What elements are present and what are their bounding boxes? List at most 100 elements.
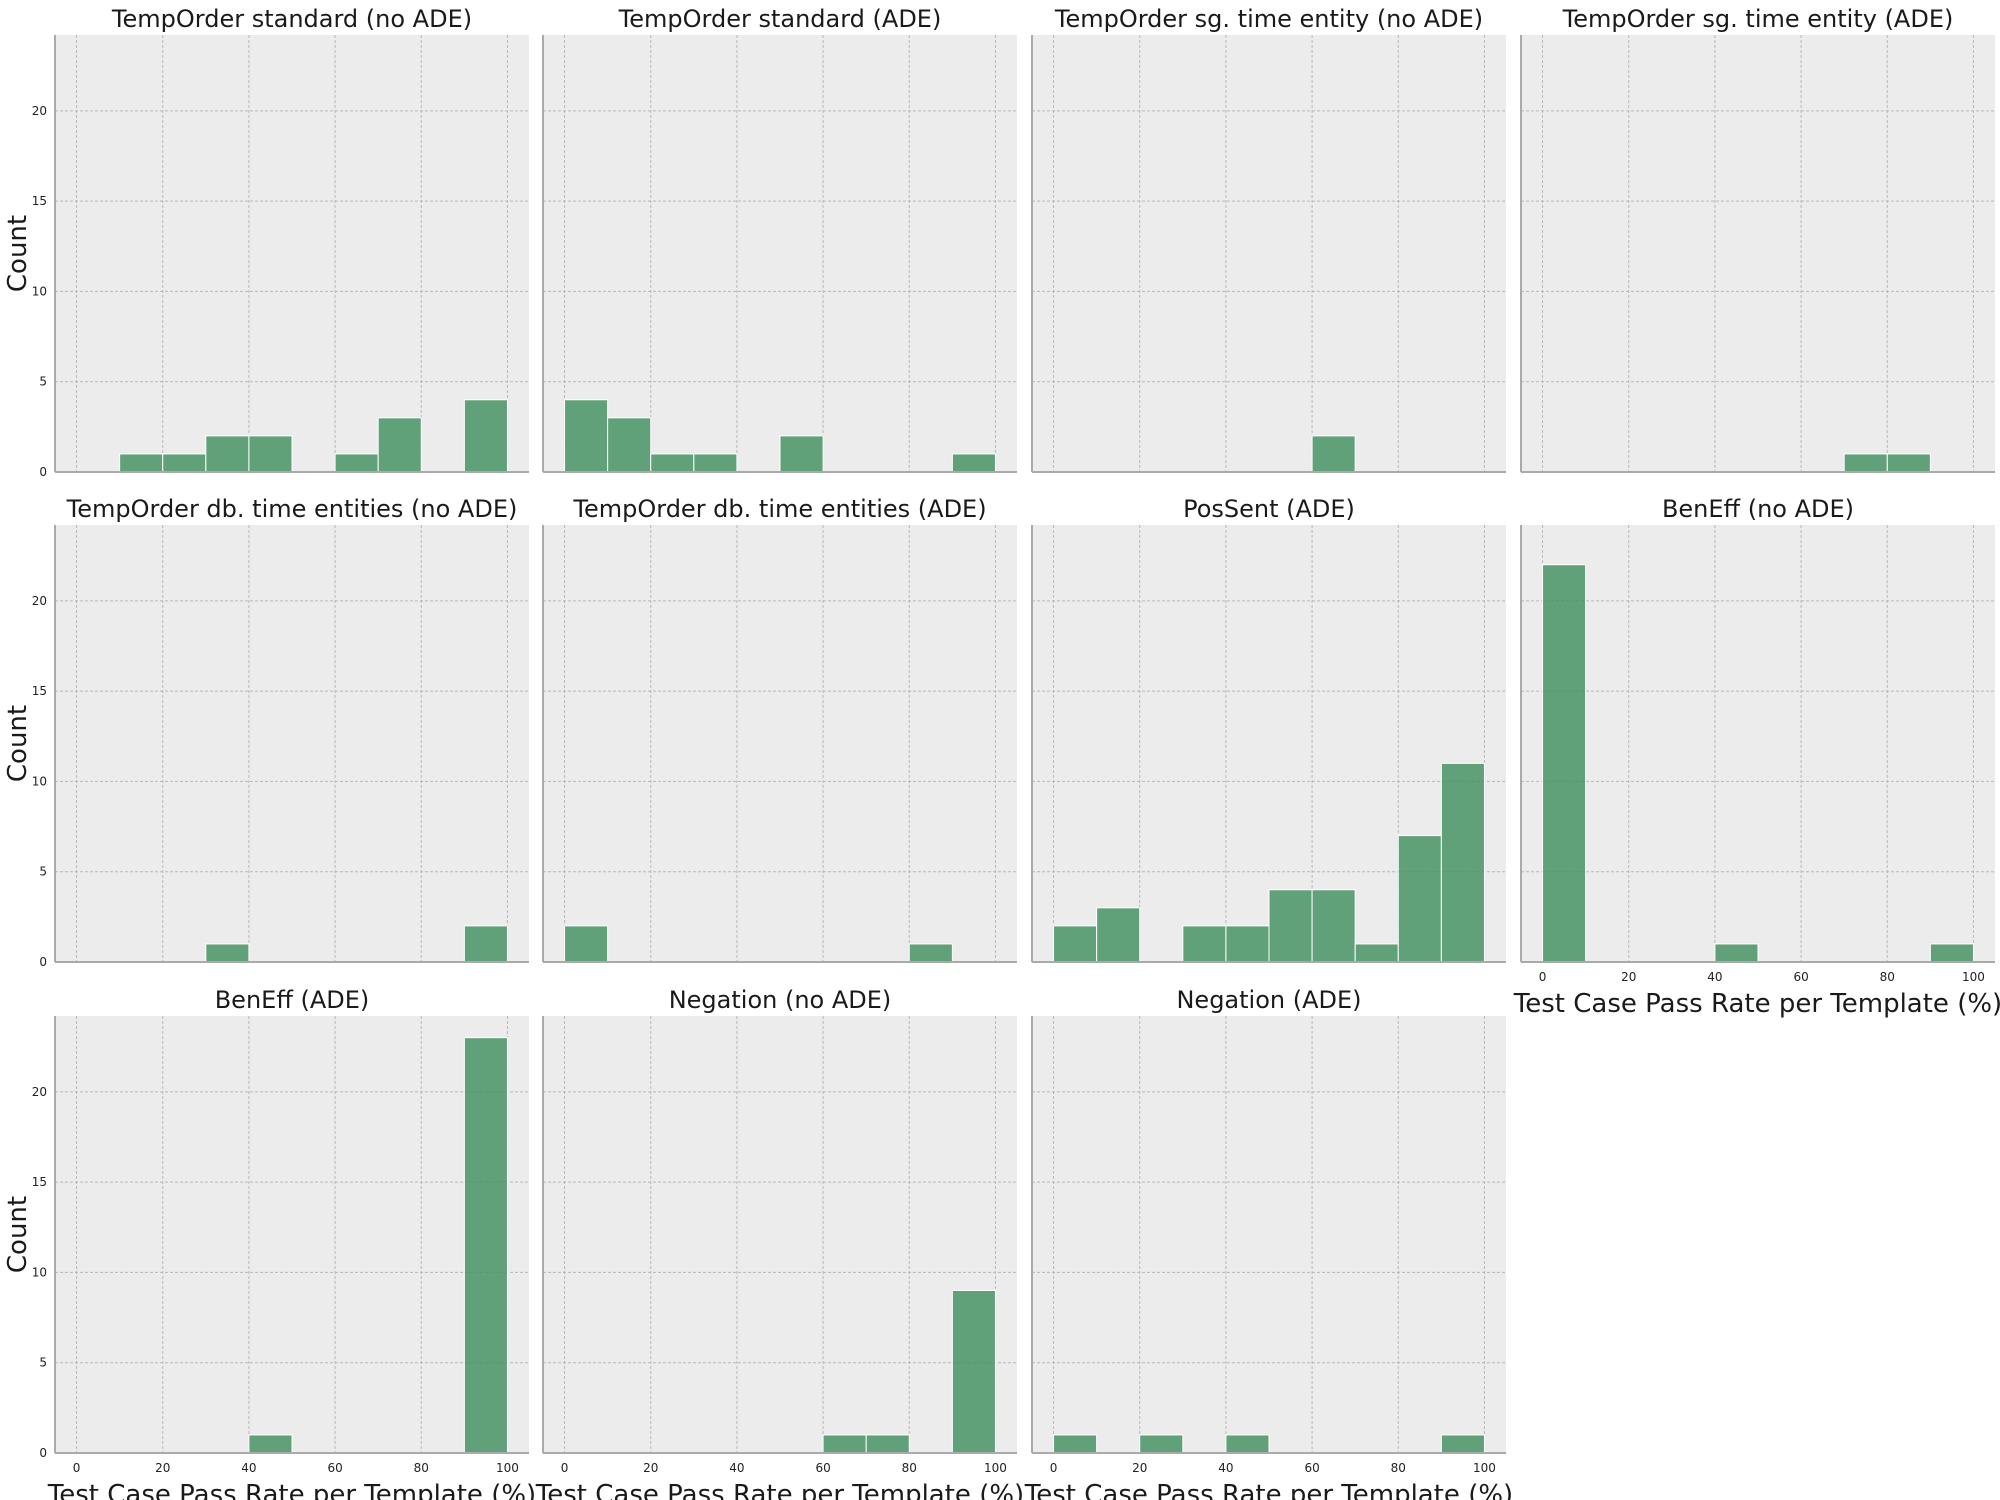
histogram-bar — [205, 435, 250, 473]
histogram-bar — [119, 453, 164, 473]
histogram-bar — [650, 453, 695, 473]
histogram-bar — [1929, 943, 1974, 963]
x-axis-title: Test Case Pass Rate per Template (%) — [47, 1480, 536, 1500]
x-tick-label: 40 — [729, 1461, 744, 1475]
histogram-bar — [1311, 435, 1356, 473]
x-tick-label: 60 — [327, 1461, 342, 1475]
histogram-bar — [248, 435, 293, 473]
y-tick-label: 10 — [32, 774, 47, 788]
histogram-panel: TempOrder standard (no ADE) 0 5 10 15 20 Count — [3, 5, 529, 479]
x-tick-label: 60 — [815, 1461, 830, 1475]
histogram-bar — [564, 925, 609, 963]
y-tick-label: 15 — [32, 684, 47, 698]
plot-area-background — [543, 525, 1017, 962]
histogram-panel: Negation (no ADE) 0 20 40 60 80 100 Test Case P… — [535, 986, 1024, 1500]
histogram-bar — [1053, 925, 1098, 963]
x-tick-label: 80 — [1391, 1461, 1406, 1475]
histogram-bar — [377, 417, 422, 473]
y-tick-label: 0 — [39, 465, 47, 479]
x-axis-title: Test Case Pass Rate per Template (%) — [535, 1480, 1024, 1500]
histogram-bar — [1096, 907, 1141, 963]
histogram-bar — [607, 417, 652, 473]
x-tick-label: 20 — [1132, 1461, 1147, 1475]
histogram-bar — [1053, 1434, 1098, 1454]
histogram-bar — [463, 1037, 508, 1454]
y-tick-label: 5 — [39, 865, 47, 879]
histogram-bar — [334, 453, 379, 473]
y-axis-title: Count — [3, 215, 33, 292]
panel-title: Negation (ADE) — [1176, 986, 1361, 1014]
x-axis-title: Test Case Pass Rate per Template (%) — [1024, 1480, 1513, 1500]
histogram-bar — [1225, 1434, 1270, 1454]
y-axis-title: Count — [3, 1196, 33, 1273]
histogram-bar — [951, 453, 996, 473]
histogram-panel: TempOrder sg. time entity (no ADE) — [1031, 5, 1506, 473]
panel-title: BenEff (ADE) — [215, 986, 370, 1014]
y-tick-label: 10 — [32, 284, 47, 298]
histogram-panel: TempOrder standard (ADE) — [542, 5, 1017, 473]
x-tick-label: 60 — [1793, 970, 1808, 984]
panel-title: TempOrder db. time entities (ADE) — [572, 495, 986, 523]
histogram-panel: TempOrder db. time entities (ADE) — [542, 495, 1017, 963]
x-tick-label: 100 — [496, 1461, 519, 1475]
plot-area-background — [1032, 1016, 1506, 1453]
histogram-bar — [865, 1434, 910, 1454]
histogram-bar — [1440, 762, 1485, 963]
histogram-bar — [1542, 564, 1587, 963]
histogram-bar — [463, 925, 508, 963]
y-tick-label: 0 — [39, 955, 47, 969]
y-tick-label: 20 — [32, 104, 47, 118]
histogram-bar — [822, 1434, 867, 1454]
histogram-bar — [1139, 1434, 1184, 1454]
x-tick-label: 80 — [1880, 970, 1895, 984]
x-tick-label: 40 — [1218, 1461, 1233, 1475]
x-axis-title: Test Case Pass Rate per Template (%) — [1513, 989, 2000, 1019]
histogram-bar — [1440, 1434, 1485, 1454]
x-tick-label: 0 — [1050, 1461, 1058, 1475]
x-tick-label: 80 — [902, 1461, 917, 1475]
y-tick-label: 5 — [39, 1356, 47, 1370]
plot-area-background — [55, 525, 529, 962]
y-tick-label: 20 — [32, 1085, 47, 1099]
plot-area-background — [55, 35, 529, 472]
y-tick-label: 15 — [32, 194, 47, 208]
histogram-bar — [1225, 925, 1270, 963]
histogram-bar — [564, 399, 609, 473]
plot-area-background — [1032, 35, 1506, 472]
panel-title: PosSent (ADE) — [1183, 495, 1355, 523]
plot-area-background — [55, 1016, 529, 1453]
x-tick-label: 0 — [73, 1461, 81, 1475]
histogram-bar — [162, 453, 207, 473]
y-tick-label: 10 — [32, 1265, 47, 1279]
histogram-bar — [779, 435, 824, 473]
panel-title: TempOrder standard (no ADE) — [111, 5, 472, 33]
histogram-bar — [1268, 889, 1313, 963]
panel-title: TempOrder sg. time entity (no ADE) — [1054, 5, 1483, 33]
x-tick-label: 20 — [643, 1461, 658, 1475]
x-tick-label: 20 — [155, 1461, 170, 1475]
plot-area-background — [1521, 35, 1995, 472]
histogram-bar — [1354, 943, 1399, 963]
histogram-panel: BenEff (ADE) 0 5 10 15 20 Count 0 20 40 60 80 100 Tes… — [3, 986, 536, 1500]
x-tick-label: 100 — [1962, 970, 1985, 984]
histogram-panel: TempOrder sg. time entity (ADE) — [1520, 5, 1995, 473]
x-tick-label: 0 — [1539, 970, 1547, 984]
histogram-bar — [693, 453, 738, 473]
x-tick-label: 0 — [561, 1461, 569, 1475]
histogram-panel: BenEff (no ADE) 0 20 40 60 80 100 Test Case Pas… — [1513, 495, 2000, 1019]
histogram-bar — [1714, 943, 1759, 963]
histogram-panel: Negation (ADE) 0 20 40 60 80 100 Test Case Pass… — [1024, 986, 1513, 1500]
y-axis-title: Count — [3, 705, 33, 782]
histogram-bar — [951, 1289, 996, 1454]
histogram-bar — [463, 399, 508, 473]
x-tick-label: 40 — [1707, 970, 1722, 984]
plot-area-background — [1521, 525, 1995, 962]
histogram-bar — [1397, 835, 1442, 963]
histogram-bar — [1311, 889, 1356, 963]
panel-title: TempOrder sg. time entity (ADE) — [1562, 5, 1954, 33]
y-tick-label: 20 — [32, 594, 47, 608]
histogram-bar — [1886, 453, 1931, 473]
x-tick-label: 40 — [241, 1461, 256, 1475]
panel-title: TempOrder db. time entities (no ADE) — [66, 495, 518, 523]
plot-area-background — [543, 35, 1017, 472]
